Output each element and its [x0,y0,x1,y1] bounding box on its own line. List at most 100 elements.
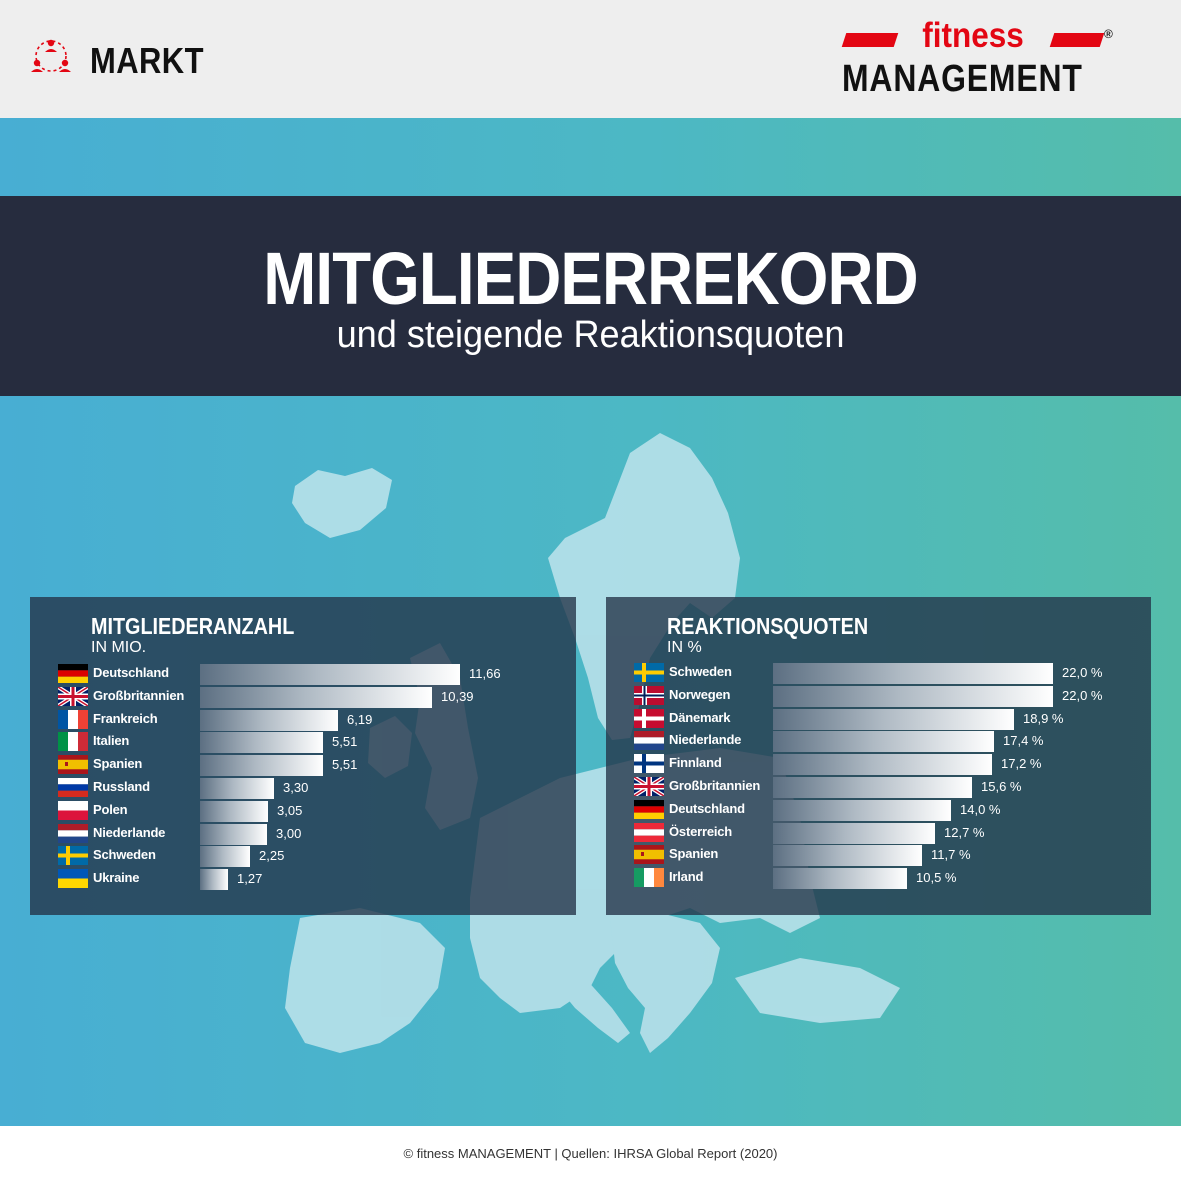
response-rate-row: Großbritannien 15,6 % [606,777,1151,798]
members-row: Schweden 2,25 [30,846,576,868]
members-value-label: 5,51 [332,757,358,773]
flag-ie-icon [634,868,664,888]
response-rate-value-label: 17,4 % [1003,733,1044,749]
response-rate-row: Dänemark 18,9 % [606,708,1151,730]
flag-gb-icon [58,686,88,706]
response-rate-row: Norwegen 22,0 % [606,685,1151,707]
flag-it-icon [58,732,88,752]
members-row: Russland 3,30 [30,778,576,799]
flag-dk-icon [634,708,664,728]
members-row: Großbritannien 10,39 [30,686,576,708]
members-row: Polen 3,05 [30,800,576,822]
response-rate-chart-panel: REAKTIONSQUOTEN IN % Schweden 22,0 % Norw… [606,597,1151,915]
map-iberia [285,908,445,1053]
response-rate-country-label: Finnland [669,755,722,771]
flag-es-icon [634,845,664,865]
members-value-label: 3,00 [276,825,302,841]
members-bar [200,800,268,822]
page-title: MITGLIEDERREKORD [263,237,918,320]
members-value-label: 3,30 [283,780,309,795]
members-value-label: 11,66 [469,666,501,681]
response-rate-value-label: 18,9 % [1023,710,1064,726]
response-rate-bar [773,799,951,821]
footer-bar [0,1126,1181,1181]
flag-es-icon [58,755,88,775]
members-row: Ukraine 1,27 [30,869,576,891]
title-bar [0,196,1181,396]
members-value-label: 6,19 [347,711,373,727]
members-value-label: 2,25 [259,848,285,864]
members-row: Spanien 5,51 [30,755,576,777]
map-balkans [610,913,720,1053]
response-rate-row: Spanien 11,7 % [606,845,1151,867]
flag-no-icon [634,685,664,705]
flag-nl-icon [634,731,664,751]
response-rate-country-label: Österreich [669,823,733,839]
response-rate-row: Deutschland 14,0 % [606,799,1151,821]
members-bar [200,664,460,685]
members-bar [200,778,274,799]
response-rate-bar [773,822,935,844]
flag-ua-icon [58,869,88,889]
map-turkey [735,958,900,1023]
flag-at-icon [634,822,664,842]
members-row: Deutschland 11,66 [30,664,576,685]
flag-de-icon [634,799,664,819]
response-rate-country-label: Niederlande [669,732,742,748]
members-chart-subtitle: IN MIO. [91,639,147,656]
registered-mark: ® [1104,27,1113,41]
members-country-label: Deutschland [93,665,169,680]
header-bar [0,0,1181,118]
members-row: Italien 5,51 [30,732,576,754]
members-bar [200,732,323,754]
flag-fi-icon [634,754,664,774]
response-rate-value-label: 15,6 % [981,779,1022,794]
page-subtitle: und steigende Reaktionsquoten [336,314,845,356]
members-chart-panel: MITGLIEDERANZAHL IN MIO. Deutschland 11,6… [30,597,576,915]
flag-fr-icon [58,709,88,729]
members-country-label: Schweden [93,847,156,863]
map-iceland [292,468,392,538]
flag-de-icon [58,664,88,683]
members-value-label: 5,51 [332,734,358,750]
brand-logo: fitness ® MANAGEMENT [840,16,1120,100]
members-country-label: Polen [93,801,128,817]
members-country-label: Frankreich [93,710,158,726]
map-scandinavia [548,433,740,740]
response-rate-country-label: Norwegen [669,686,731,702]
response-rate-value-label: 22,0 % [1062,665,1103,680]
response-rate-bar [773,868,907,890]
response-rate-row: Schweden 22,0 % [606,663,1151,684]
logo-stripe-left [841,33,899,47]
flag-se-icon [58,846,88,866]
members-row: Frankreich 6,19 [30,709,576,731]
members-bar [200,823,267,845]
members-bar [200,755,323,777]
response-rate-bar [773,663,1053,684]
response-rate-country-label: Schweden [669,664,732,679]
members-country-label: Großbritannien [93,687,185,703]
flag-gb-icon [634,777,664,796]
response-rate-country-label: Irland [669,869,704,885]
response-rate-bar [773,708,1014,730]
response-rate-country-label: Großbritannien [669,778,761,793]
response-rate-value-label: 22,0 % [1062,687,1103,703]
logo-stripe-right [1049,33,1105,47]
flag-ru-icon [58,778,88,797]
response-rate-bar [773,777,972,798]
flag-pl-icon [58,800,88,820]
response-rate-bar [773,731,994,753]
members-value-label: 3,05 [277,802,303,818]
members-bar [200,709,338,731]
members-country-label: Russland [93,779,150,794]
response-rate-row: Finnland 17,2 % [606,754,1151,776]
members-bar [200,869,228,891]
response-rate-row: Niederlande 17,4 % [606,731,1151,753]
response-rate-value-label: 10,5 % [916,870,957,886]
members-country-label: Ukraine [93,870,140,886]
response-rate-value-label: 14,0 % [960,801,1001,817]
response-rate-country-label: Dänemark [669,709,731,725]
members-row: Niederlande 3,00 [30,823,576,845]
members-value-label: 10,39 [441,688,474,704]
